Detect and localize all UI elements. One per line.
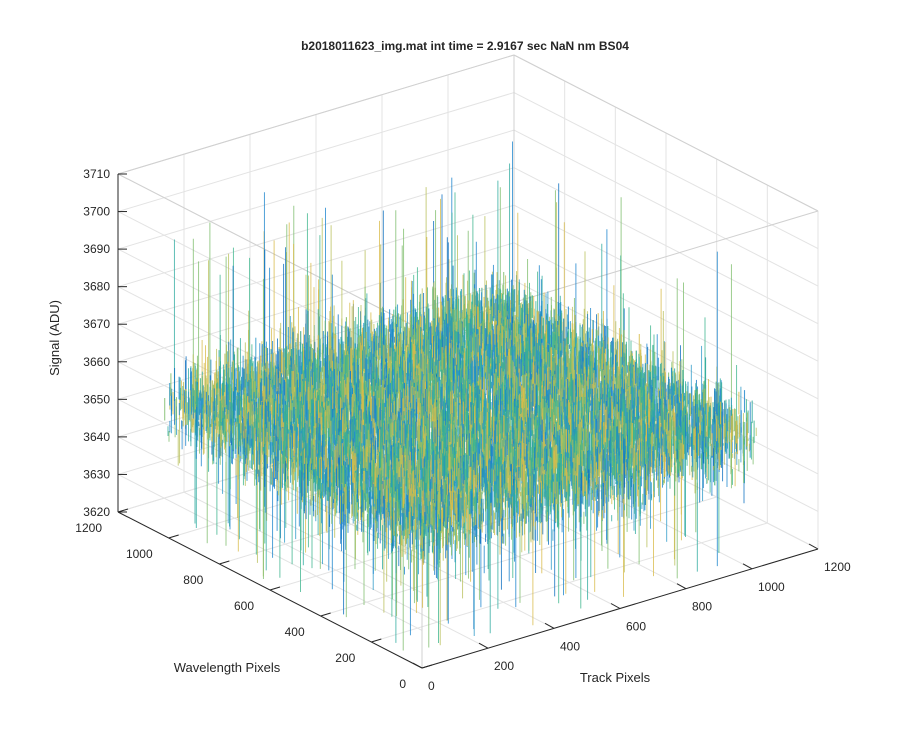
surface-layer bbox=[165, 142, 757, 651]
